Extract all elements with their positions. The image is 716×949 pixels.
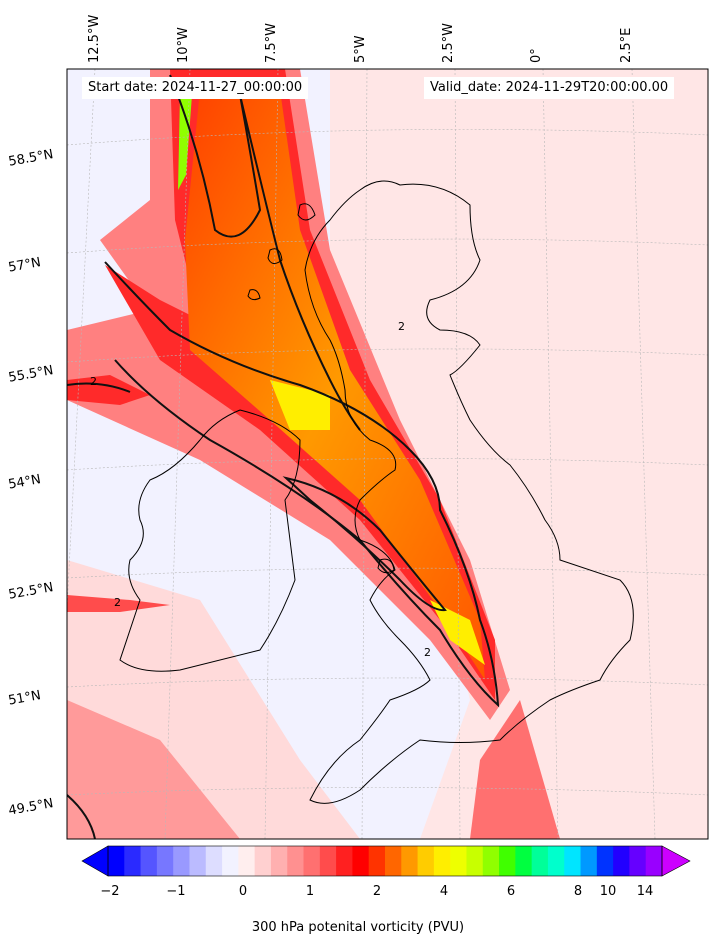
- colorbar-swatch: [303, 846, 321, 876]
- pv-mid-region-sw: [67, 700, 240, 839]
- pv-jet-core: [185, 90, 485, 680]
- colorbar-swatch: [238, 846, 256, 876]
- colorbar-swatch: [319, 846, 337, 876]
- colorbar-swatch: [270, 846, 288, 876]
- colorbar-tick-label: 8: [573, 884, 583, 899]
- colorbar-frame: [107, 845, 663, 877]
- contour-label-3: 2: [424, 646, 431, 659]
- contour-label-1: 2: [90, 375, 97, 388]
- colorbar-swatch: [352, 846, 370, 876]
- pv-streak-south: [470, 700, 560, 839]
- colorbar-swatch: [222, 846, 239, 876]
- pv-max-1: [270, 380, 330, 430]
- colorbar-tick-label: 4: [439, 884, 449, 899]
- colorbar-extend-max: [661, 845, 691, 877]
- colorbar-extend-min: [81, 845, 109, 877]
- colorbar-swatch: [596, 846, 614, 876]
- colorbar-swatch: [124, 846, 142, 876]
- contour-label-2: 2: [398, 320, 405, 333]
- colorbar-label: 300 hPa potenital vorticity (PVU): [251, 920, 465, 935]
- colorbar-swatch: [401, 846, 419, 876]
- colorbar-swatch: [547, 846, 565, 876]
- colorbar-swatch: [629, 846, 647, 876]
- colorbar-swatch: [433, 846, 451, 876]
- colorbar-swatch: [450, 846, 467, 876]
- colorbar-swatch: [140, 846, 158, 876]
- pv-low-region: [330, 69, 708, 839]
- colorbar-tick-label: 1: [305, 884, 315, 899]
- colorbar-tick-label: 2: [372, 884, 382, 899]
- lon-tick: 12.5°W: [87, 14, 102, 63]
- lon-tick: 7.5°W: [264, 22, 279, 63]
- colorbar: [81, 845, 691, 877]
- colorbar-swatch: [531, 846, 549, 876]
- colorbar-swatch: [336, 846, 353, 876]
- colorbar-swatch: [564, 846, 582, 876]
- colorbar-swatch: [499, 846, 516, 876]
- contour-label-4: 2: [114, 596, 121, 609]
- colorbar-swatch: [254, 846, 272, 876]
- colorbar-swatch: [515, 846, 533, 876]
- colorbar-swatch: [287, 846, 305, 876]
- colorbar-swatch: [580, 846, 598, 876]
- pv-streak-west: [67, 375, 150, 405]
- colorbar-tick-label: −1: [166, 884, 186, 899]
- coastline: [119, 180, 634, 804]
- colorbar-swatch: [173, 846, 190, 876]
- colorbar-tick-label: 14: [636, 884, 654, 899]
- lon-tick: 10°W: [176, 27, 191, 63]
- colorbar-swatch: [189, 846, 207, 876]
- colorbar-swatch: [368, 846, 386, 876]
- colorbar-swatch: [645, 846, 663, 876]
- start-date-label: Start date: 2024-11-27_00:00:00: [82, 77, 309, 99]
- colorbar-tick-label: 10: [599, 884, 617, 899]
- lon-tick: 5°W: [353, 35, 368, 63]
- pv-max-2: [430, 600, 485, 665]
- colorbar-swatch: [417, 846, 435, 876]
- colorbar-swatch: [108, 846, 125, 876]
- colorbar-swatch: [613, 846, 630, 876]
- lon-tick: 0°: [529, 48, 544, 63]
- colorbar-tick-label: 0: [238, 884, 248, 899]
- colorbar-swatch: [385, 846, 402, 876]
- lon-tick: 2.5°W: [441, 22, 456, 63]
- valid-date-label: Valid_date: 2024-11-29T20:00:00.00: [424, 77, 675, 99]
- colorbar-tick-label: −2: [100, 884, 120, 899]
- lon-tick: 2.5°E: [619, 27, 634, 63]
- colorbar-swatch: [482, 846, 500, 876]
- map-frame: [66, 68, 709, 840]
- pv-streak-west-2: [67, 595, 170, 612]
- colorbar-swatch: [466, 846, 484, 876]
- colorbar-swatch: [156, 846, 174, 876]
- graticule: [67, 69, 708, 839]
- colorbar-swatch: [205, 846, 223, 876]
- colorbar-tick-label: 6: [506, 884, 516, 899]
